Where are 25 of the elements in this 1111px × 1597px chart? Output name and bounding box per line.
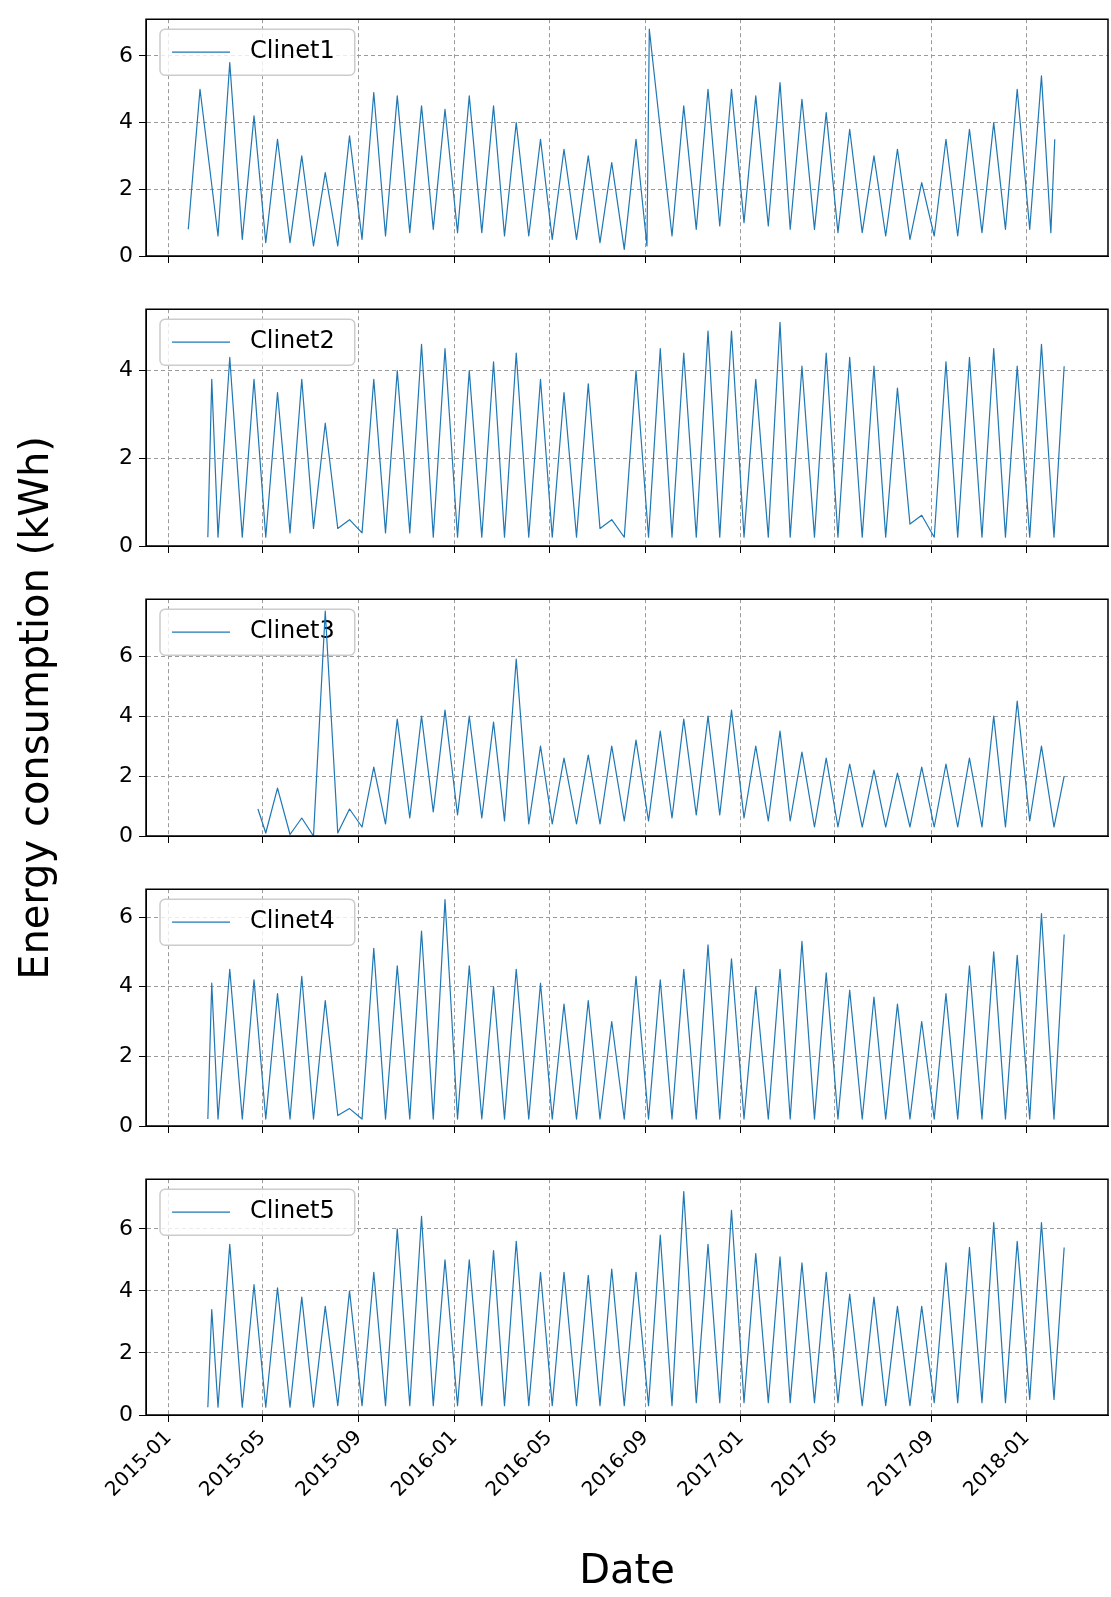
y-tick-label: 4 [119, 972, 133, 998]
y-tick-label: 0 [119, 821, 133, 847]
y-tick-label: 6 [119, 641, 133, 667]
y-tick-label: 4 [119, 1276, 133, 1302]
y-tick-label: 2 [119, 175, 133, 201]
y-tick-label: 4 [119, 356, 133, 382]
y-tick-label: 0 [119, 1400, 133, 1426]
y-tick-label: 2 [119, 761, 133, 787]
y-tick-label: 0 [119, 1111, 133, 1137]
y-tick-label: 0 [119, 241, 133, 267]
y-tick-label: 6 [119, 1214, 133, 1240]
y-tick-label: 2 [119, 444, 133, 470]
y-tick-label: 0 [119, 531, 133, 557]
y-tick-label: 2 [119, 1042, 133, 1068]
y-tick-label: 6 [119, 41, 133, 67]
y-tick-label: 4 [119, 108, 133, 134]
x-axis-title: Date [579, 1546, 675, 1593]
y-axis-title: Energy consumption (kWh) [11, 436, 57, 980]
legend-label: Clinet2 [250, 326, 335, 355]
y-tick-label: 4 [119, 701, 133, 727]
legend-label: Clinet4 [250, 906, 335, 935]
legend-label: Clinet5 [250, 1196, 335, 1225]
y-tick-label: 2 [119, 1338, 133, 1364]
y-tick-label: 6 [119, 902, 133, 928]
legend-label: Clinet1 [250, 36, 335, 65]
